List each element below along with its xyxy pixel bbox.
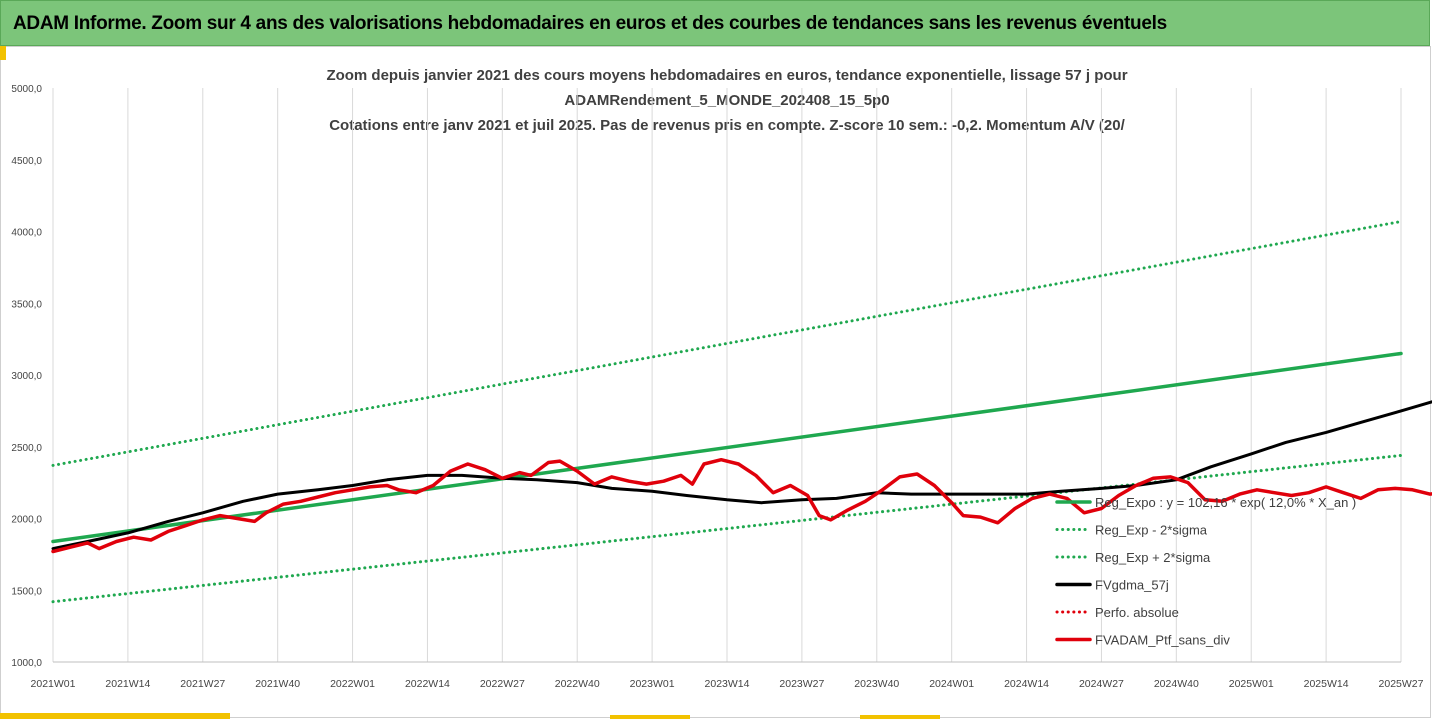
accent-bar-bottom-left	[0, 713, 230, 719]
y-tick-label: 4500,0	[11, 156, 42, 167]
x-tick-label: 2025W14	[1304, 678, 1349, 690]
report-banner: ADAM Informe. Zoom sur 4 ans des valoris…	[0, 0, 1430, 46]
y-tick-label: 3000,0	[11, 371, 42, 382]
x-tick-label: 2024W01	[929, 678, 974, 690]
y-axis: 1000,0 1500,0 2000,0 2500,0 3000,0 3500,0 4000…	[11, 84, 42, 669]
legend-label: Reg_Exp + 2*sigma	[1095, 550, 1211, 565]
x-axis: 2021W01 2021W14 2021W27 2021W40 2022W01 2022W…	[31, 678, 1424, 690]
chart-frame	[0, 46, 1431, 718]
x-tick-label: 2023W40	[854, 678, 899, 690]
y-tick-label: 3500,0	[11, 299, 42, 310]
accent-bar-bottom-right	[860, 715, 940, 719]
legend-label: Reg_Expo : y = 102,16 * exp( 12,0% * X_a…	[1095, 495, 1356, 510]
x-tick-label: 2025W01	[1229, 678, 1274, 690]
series-line-5	[51, 457, 1432, 554]
legend-label: FVgdma_57j	[1095, 578, 1169, 593]
chart-title-line: Zoom depuis janvier 2021 des cours moyen…	[326, 67, 1127, 84]
legend-label: FVADAM_Ptf_sans_div	[1095, 633, 1230, 648]
x-tick-label: 2024W40	[1154, 678, 1199, 690]
y-tick-label: 2500,0	[11, 443, 42, 454]
accent-bar-left	[0, 46, 6, 60]
x-tick-label: 2024W27	[1079, 678, 1124, 690]
x-tick-label: 2021W14	[105, 678, 150, 690]
x-tick-label: 2021W27	[180, 678, 225, 690]
series-line-2	[51, 220, 1403, 467]
y-tick-label: 4000,0	[11, 228, 42, 239]
x-tick-label: 2021W40	[255, 678, 300, 690]
series-line-0	[51, 351, 1403, 544]
x-tick-label: 2022W14	[405, 678, 450, 690]
series-line-3	[51, 400, 1432, 551]
legend-label: Reg_Exp - 2*sigma	[1095, 523, 1208, 538]
report-title: ADAM Informe. Zoom sur 4 ans des valoris…	[13, 13, 1167, 34]
y-tick-label: 1000,0	[11, 658, 42, 669]
chart-grid	[52, 88, 1402, 663]
x-tick-label: 2022W01	[330, 678, 375, 690]
accent-bar-bottom-mid	[610, 715, 690, 719]
chart-series	[51, 220, 1432, 604]
y-tick-label: 5000,0	[11, 84, 42, 95]
x-tick-label: 2024W14	[1004, 678, 1049, 690]
x-tick-label: 2021W01	[31, 678, 76, 690]
x-tick-label: 2022W27	[480, 678, 525, 690]
y-tick-label: 1500,0	[11, 586, 42, 597]
x-tick-label: 2023W14	[705, 678, 750, 690]
x-tick-label: 2022W40	[555, 678, 600, 690]
chart-legend: Reg_Expo : y = 102,16 * exp( 12,0% * X_a…	[1055, 495, 1356, 648]
x-tick-label: 2025W27	[1379, 678, 1424, 690]
x-tick-label: 2023W01	[630, 678, 675, 690]
y-tick-label: 2000,0	[11, 515, 42, 526]
x-tick-label: 2023W27	[779, 678, 824, 690]
legend-label: Perfo. absolue	[1095, 605, 1179, 620]
